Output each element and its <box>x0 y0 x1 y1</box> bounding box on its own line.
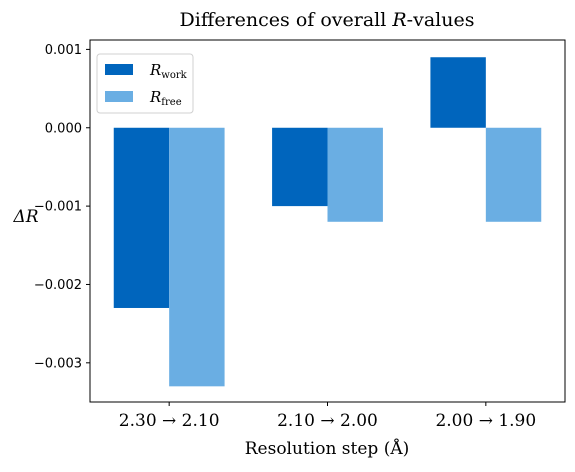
x-tick-label: 2.00 → 1.90 <box>435 411 536 431</box>
bars-group <box>113 57 542 387</box>
legend-swatch <box>105 64 133 75</box>
x-axis-label: Resolution step (Å) <box>245 438 410 459</box>
y-tick-label: −0.002 <box>34 278 82 293</box>
bar-work-3 <box>430 57 486 128</box>
bar-free-1 <box>169 127 225 387</box>
bar-work-2 <box>272 127 328 207</box>
y-tick-label: −0.003 <box>34 356 82 371</box>
legend: Rwork Rfree <box>96 53 194 114</box>
bar-work-1 <box>113 127 170 308</box>
axes-group: 0.001 0.000 −0.001 −0.002 −0.003 2.30 → 2.10 2… <box>34 39 566 431</box>
bar-free-3 <box>485 127 542 222</box>
legend-swatch <box>105 91 133 102</box>
legend-label: Rwork <box>149 61 188 81</box>
y-tick-label: 0.001 <box>45 43 82 58</box>
x-tick-label: 2.10 → 2.00 <box>277 411 378 431</box>
chart-title: Differences of overall R-values <box>180 9 475 31</box>
y-tick-label: −0.001 <box>34 200 82 215</box>
y-axis-label: ΔR <box>12 207 38 227</box>
legend-label: Rfree <box>149 88 182 108</box>
x-tick-label: 2.30 → 2.10 <box>119 411 220 431</box>
bar-free-2 <box>327 127 383 222</box>
y-tick-label: 0.000 <box>45 121 82 136</box>
